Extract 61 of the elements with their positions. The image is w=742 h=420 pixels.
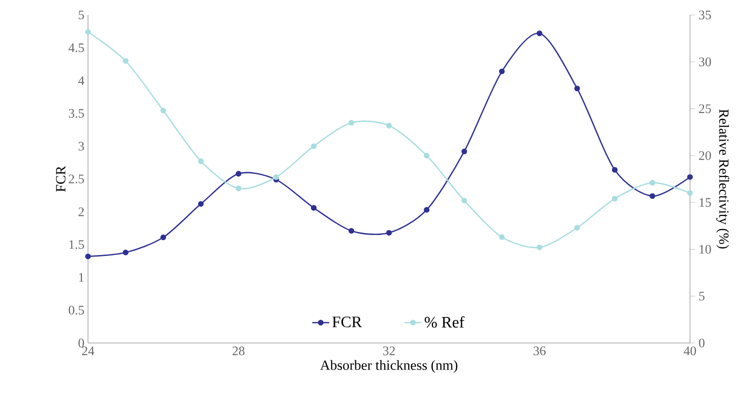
point [348, 228, 354, 234]
point [424, 152, 430, 158]
point [310, 143, 317, 150]
point [612, 196, 618, 202]
point [85, 29, 91, 35]
point [160, 234, 166, 240]
y2-tick-label: 15 [700, 198, 711, 207]
y-axis-title: FCR [56, 166, 66, 192]
y-tick-label: 2.5 [68, 174, 84, 184]
point [348, 120, 354, 126]
x-axis-title: Absorber thickness (nm) [320, 360, 458, 373]
point [198, 201, 204, 207]
point [310, 205, 317, 211]
x-tick-label: 28 [232, 346, 244, 356]
point [612, 166, 618, 173]
legend-label: % Ref [424, 316, 464, 328]
point [160, 108, 166, 114]
point [650, 180, 656, 186]
point [386, 122, 392, 128]
x-tick-label: 40 [684, 346, 696, 356]
legend-label: FCR [332, 316, 362, 328]
y2-axis-title: Relative Reflectivity (%) [716, 109, 730, 248]
y-tick-label: 5 [78, 10, 84, 20]
y-tick-label: 0 [78, 338, 84, 348]
y-tick-label: 2 [78, 208, 84, 216]
point [536, 244, 542, 250]
point [499, 234, 505, 240]
y2-tick-label: 20 [699, 151, 711, 160]
point [499, 68, 505, 74]
point [386, 230, 392, 236]
y-tick-label: 3.5 [68, 109, 84, 118]
y2-tick-label: 10 [700, 244, 711, 254]
y-tick-label: 4 [78, 76, 84, 85]
x-tick-label: 32 [383, 346, 395, 356]
point [461, 198, 468, 204]
point [650, 193, 656, 199]
point [574, 86, 580, 92]
y2-tick-label: 35 [699, 10, 711, 20]
y-tick-label: 1.5 [69, 240, 84, 249]
point [687, 190, 693, 196]
y2-tick-label: 25 [699, 104, 711, 114]
point [574, 224, 580, 231]
y2-tick-label: 30 [699, 57, 711, 66]
x-tick-label: 36 [534, 346, 546, 356]
point [273, 174, 279, 180]
y2-tick-label: 5 [699, 292, 704, 300]
point [122, 250, 128, 256]
point [85, 254, 91, 260]
y-tick-label: 1 [79, 273, 84, 282]
point [198, 158, 204, 164]
y-tick-label: 3 [78, 142, 84, 151]
point [461, 148, 468, 154]
x-tick-label: 24 [82, 346, 94, 356]
point [236, 186, 242, 192]
y-tick-label: 0.5 [68, 306, 84, 315]
point [536, 30, 542, 36]
y2-tick-label: 0 [699, 338, 704, 348]
point [122, 58, 128, 64]
point [424, 206, 430, 213]
y-tick-label: 4.5 [68, 43, 84, 52]
point [236, 170, 242, 177]
